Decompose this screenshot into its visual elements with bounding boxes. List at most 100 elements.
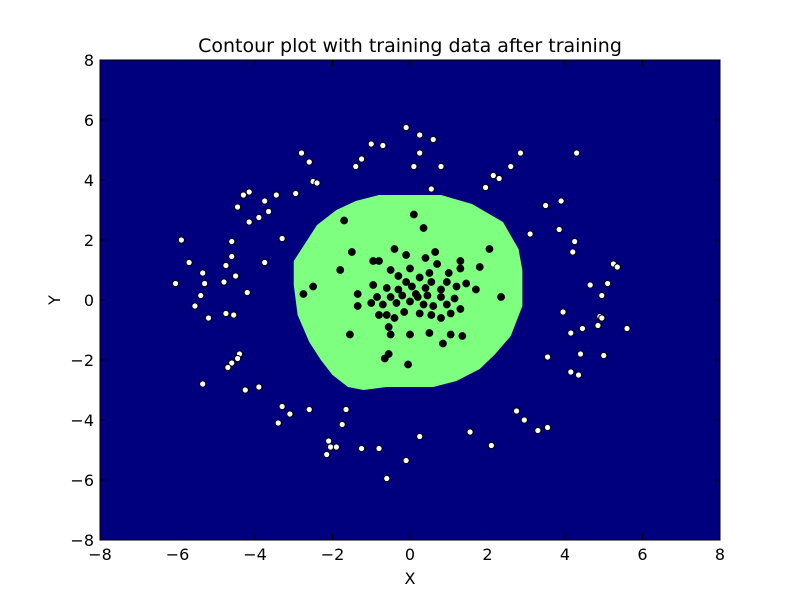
outer-data-point [352,162,360,171]
inner-data-point [353,302,362,310]
outer-data-point [224,363,232,372]
inner-data-point [378,300,387,309]
outer-data-point [326,443,335,451]
outer-data-point [274,419,282,427]
inner-data-point [485,245,494,253]
inner-data-point [458,332,467,340]
inner-data-point [398,291,407,300]
y-tick-label: −8 [70,531,94,550]
outer-data-point [332,443,340,451]
outer-data-point [232,272,240,280]
outer-data-point [230,311,238,319]
chart-title: Contour plot with training data after tr… [198,35,622,57]
outer-data-point [222,261,230,270]
inner-data-point [340,216,349,225]
inner-data-point [367,299,376,307]
inner-data-point [456,257,465,265]
outer-data-point [427,185,435,193]
outer-data-point [571,237,579,246]
x-tick-label: −2 [321,545,345,564]
outer-data-point [264,207,273,216]
y-tick-label: 8 [84,51,94,70]
outer-data-point [512,407,521,415]
outer-data-point [286,410,294,418]
inner-data-point [336,266,345,274]
outer-data-point [613,263,621,271]
outer-data-point [429,135,437,144]
outer-data-point [233,354,242,363]
y-tick-label: −6 [70,471,94,490]
inner-data-point [423,291,432,300]
outer-data-point [171,279,180,288]
outer-data-point [220,278,228,286]
outer-data-point [402,123,410,132]
outer-data-point [255,383,263,391]
outer-data-point [567,368,575,376]
inner-data-point [433,260,442,268]
outer-data-point [199,380,207,388]
inner-data-point [471,285,480,294]
outer-data-point [325,437,333,445]
outer-data-point [379,141,387,150]
outer-data-point [555,225,563,234]
outer-data-point [542,201,550,210]
outer-data-point [375,444,383,453]
outer-data-point [245,188,253,196]
outer-data-point [261,197,269,205]
outer-data-point [197,291,205,300]
plot-area [99,59,721,541]
outer-data-point [199,269,207,277]
inner-data-point [415,273,424,282]
outer-data-point [233,203,242,211]
inner-data-point [394,285,403,294]
outer-data-point [239,191,247,199]
outer-data-point [416,131,424,139]
y-tick-label: 0 [84,291,94,310]
inner-data-point [392,299,401,307]
inner-data-point [400,308,409,316]
outer-data-point [437,162,445,171]
inner-data-point [404,360,412,369]
inner-data-point [309,282,318,291]
inner-data-point [446,309,455,318]
inner-data-point [402,251,411,259]
outer-data-point [623,324,631,333]
outer-data-point [261,258,269,267]
outer-data-point [507,162,515,171]
outer-data-point [487,441,495,450]
inner-data-point [456,305,465,313]
outer-data-point [534,426,542,435]
outer-data-point [495,174,503,183]
outer-data-point [357,444,366,453]
inner-data-point [419,300,428,309]
outer-data-point [367,140,375,148]
outer-data-point [241,386,249,394]
y-tick-label: 2 [84,231,94,250]
inner-data-point [444,269,453,277]
inner-data-point [386,266,395,274]
inner-data-point [419,224,428,232]
x-tick-label: 8 [715,545,725,564]
inner-data-point [353,290,362,298]
outer-data-point [228,237,236,246]
inner-data-point [409,210,418,219]
outer-data-point [402,456,410,465]
outer-data-point [489,171,497,180]
inner-data-point [406,264,414,273]
outer-data-point [297,149,306,157]
outer-data-point [222,309,230,318]
inner-data-point [406,330,414,339]
outer-data-point [313,179,321,187]
x-axis-label: X [405,569,416,588]
outer-data-point [481,183,490,192]
outer-data-point [278,402,286,411]
inner-data-point [390,245,399,253]
inner-data-point [456,264,465,273]
outer-data-point [305,158,313,166]
outer-data-point [578,324,587,333]
y-axis: −8 −6 −4 −2 0 2 4 6 8 [70,51,720,550]
outer-data-point [598,291,606,300]
outer-data-point [520,416,528,424]
x-axis: −8 −6 −4 −2 0 2 4 6 8 [88,60,725,564]
inner-data-point [347,248,356,256]
